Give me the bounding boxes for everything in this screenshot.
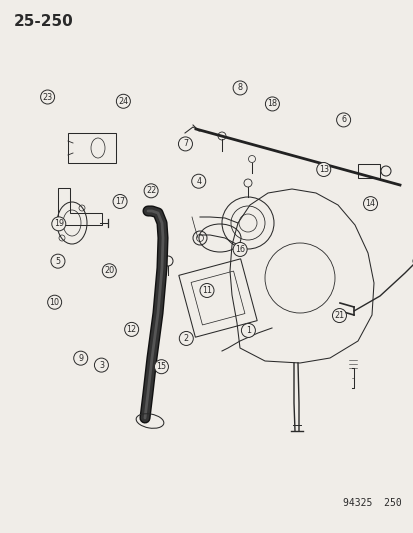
Circle shape bbox=[74, 351, 88, 365]
Text: 8: 8 bbox=[237, 84, 242, 92]
Text: 21: 21 bbox=[334, 311, 344, 320]
Text: 4: 4 bbox=[196, 177, 201, 185]
Circle shape bbox=[94, 358, 108, 372]
Circle shape bbox=[102, 264, 116, 278]
Text: 7: 7 bbox=[183, 140, 188, 148]
Circle shape bbox=[47, 295, 62, 309]
Circle shape bbox=[233, 81, 247, 95]
Text: 14: 14 bbox=[365, 199, 375, 208]
Bar bbox=[357, 164, 379, 178]
Text: 19: 19 bbox=[54, 220, 64, 228]
Circle shape bbox=[241, 324, 255, 337]
Text: 3: 3 bbox=[99, 361, 104, 369]
Circle shape bbox=[116, 94, 130, 108]
Text: 25-250: 25-250 bbox=[14, 14, 74, 29]
Circle shape bbox=[316, 163, 330, 176]
Text: 5: 5 bbox=[55, 257, 60, 265]
Text: 17: 17 bbox=[115, 197, 125, 206]
Circle shape bbox=[51, 254, 65, 268]
Text: 13: 13 bbox=[318, 165, 328, 174]
Circle shape bbox=[178, 137, 192, 151]
Text: 22: 22 bbox=[146, 187, 156, 195]
Text: 24: 24 bbox=[118, 97, 128, 106]
Circle shape bbox=[233, 243, 247, 256]
Circle shape bbox=[191, 174, 205, 188]
Circle shape bbox=[199, 284, 214, 297]
Text: 94325  250: 94325 250 bbox=[342, 498, 401, 508]
Circle shape bbox=[124, 322, 138, 336]
Circle shape bbox=[363, 197, 377, 211]
Text: 23: 23 bbox=[43, 93, 52, 101]
Text: 20: 20 bbox=[104, 266, 114, 275]
Text: 2: 2 bbox=[183, 334, 188, 343]
Circle shape bbox=[336, 113, 350, 127]
Text: 15: 15 bbox=[156, 362, 166, 371]
Bar bbox=[68, 133, 116, 163]
Text: 9: 9 bbox=[78, 354, 83, 362]
Circle shape bbox=[40, 90, 55, 104]
Circle shape bbox=[179, 332, 193, 345]
Text: 6: 6 bbox=[340, 116, 345, 124]
Circle shape bbox=[154, 360, 168, 374]
Text: 11: 11 bbox=[202, 286, 211, 295]
Circle shape bbox=[113, 195, 127, 208]
Circle shape bbox=[332, 309, 346, 322]
Text: 12: 12 bbox=[126, 325, 136, 334]
Circle shape bbox=[52, 217, 66, 231]
Circle shape bbox=[265, 97, 279, 111]
Text: 16: 16 bbox=[235, 245, 244, 254]
Text: 10: 10 bbox=[50, 298, 59, 306]
Circle shape bbox=[144, 184, 158, 198]
Text: 1: 1 bbox=[245, 326, 250, 335]
Text: 18: 18 bbox=[267, 100, 277, 108]
